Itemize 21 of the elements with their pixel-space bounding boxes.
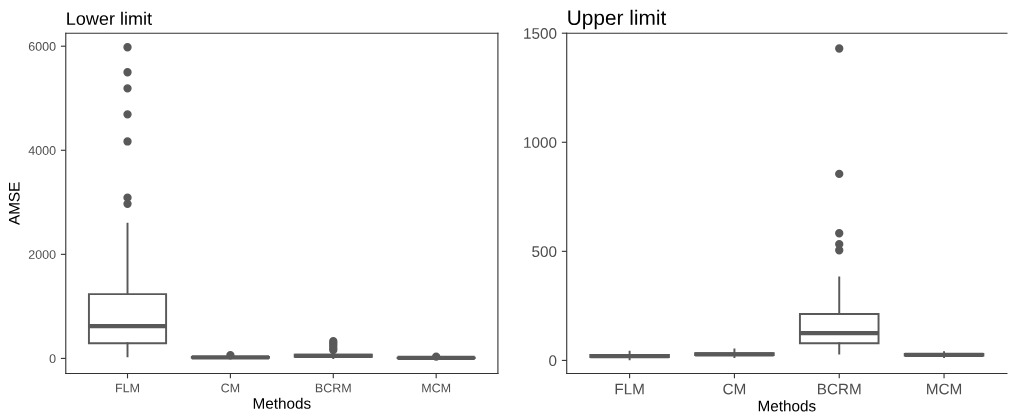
x-tick-label: CM	[221, 383, 240, 393]
y-axis-title: AMSE	[8, 182, 20, 225]
y-tick-label: 2000	[28, 250, 56, 259]
y-tick-label: 6000	[28, 42, 56, 51]
y-tick-label: 0	[549, 355, 557, 367]
x-tick-label: FLM	[116, 383, 139, 393]
x-tick-label: MCM	[927, 383, 962, 395]
x-axis-title: Methods	[758, 400, 816, 412]
x-axis-title: Methods	[253, 397, 311, 409]
x-tick-label: MCM	[422, 383, 451, 393]
chart-title: Lower limit	[67, 11, 152, 26]
chart-title: Upper limit	[568, 9, 667, 30]
x-tick-label: BCRM	[818, 383, 861, 395]
y-tick-label: 0	[49, 354, 56, 364]
y-tick-label: 1500	[524, 28, 557, 39]
y-tick-label: 1000	[524, 137, 557, 148]
x-tick-label: CM	[723, 383, 746, 395]
x-tick-label: BCRM	[315, 383, 351, 393]
y-tick-label: 500	[532, 246, 557, 258]
x-tick-label: FLM	[615, 383, 644, 395]
y-tick-label: 4000	[28, 146, 56, 155]
